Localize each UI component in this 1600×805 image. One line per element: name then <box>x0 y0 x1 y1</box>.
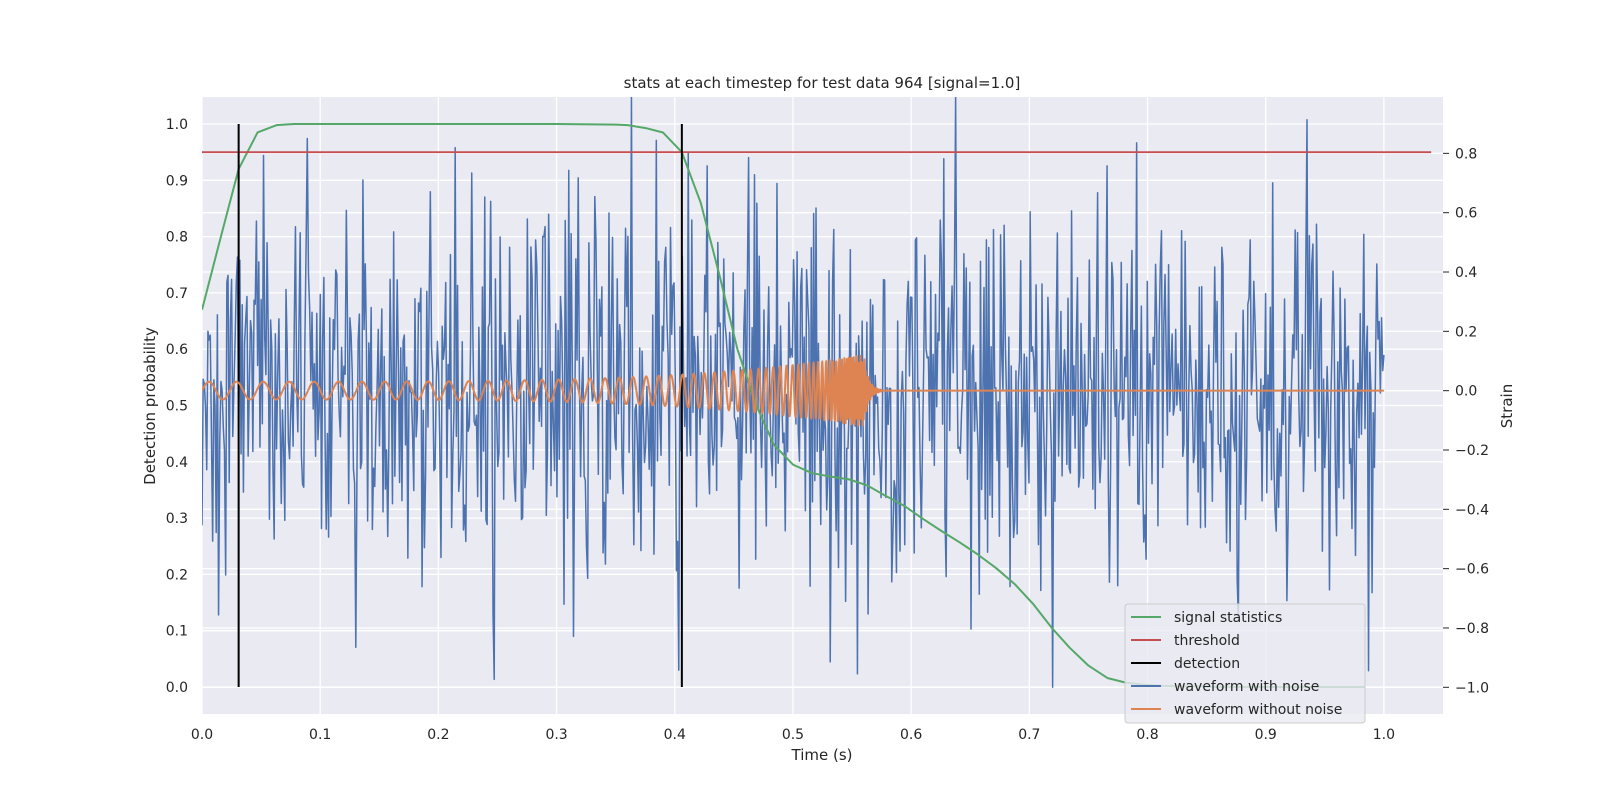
x-tick-label-6: 0.6 <box>900 727 922 743</box>
y-left-tick-label-3: 0.3 <box>166 511 188 527</box>
y-left-tick-label-9: 0.9 <box>166 173 188 189</box>
y-right-tick-label-4: −0.2 <box>1455 443 1489 459</box>
legend-label-waveform-without-noise: waveform without noise <box>1174 702 1342 718</box>
x-tick-label-10: 1.0 <box>1373 727 1395 743</box>
legend-label-signal-statistics: signal statistics <box>1174 610 1282 626</box>
y-left-tick-label-10: 1.0 <box>166 117 188 133</box>
y-right-tick-label-9: 0.8 <box>1455 146 1477 162</box>
legend-label-waveform-with-noise: waveform with noise <box>1174 679 1319 695</box>
x-axis-label: Time (s) <box>791 746 853 764</box>
x-tick-label-4: 0.4 <box>664 727 686 743</box>
series-line-waveform-without-noise <box>202 354 1385 427</box>
y-right-tick-label-3: −0.4 <box>1455 502 1489 518</box>
y-left-tick-label-6: 0.6 <box>166 342 188 358</box>
y-right-tick-label-1: −0.8 <box>1455 621 1489 637</box>
x-tick-label-1: 0.1 <box>309 727 331 743</box>
x-tick-label-3: 0.3 <box>545 727 567 743</box>
x-tick-label-8: 0.8 <box>1136 727 1158 743</box>
y-left-tick-label-7: 0.7 <box>166 286 188 302</box>
x-tick-label-9: 0.9 <box>1255 727 1277 743</box>
legend-label-threshold: threshold <box>1174 633 1240 649</box>
y-left-tick-label-5: 0.5 <box>166 399 188 415</box>
chart-title: stats at each timestep for test data 964… <box>624 74 1021 92</box>
legend-label-detection: detection <box>1174 656 1240 672</box>
y-right-tick-label-7: 0.4 <box>1455 265 1477 281</box>
y-left-tick-label-8: 0.8 <box>166 230 188 246</box>
y-left-tick-label-4: 0.4 <box>166 455 188 471</box>
y-right-tick-label-5: 0.0 <box>1455 384 1477 400</box>
y-left-tick-label-0: 0.0 <box>166 680 188 696</box>
y-right-tick-label-6: 0.2 <box>1455 324 1477 340</box>
legend-box <box>1124 603 1366 724</box>
y-left-tick-label-2: 0.2 <box>166 567 188 583</box>
y-right-tick-label-8: 0.6 <box>1455 206 1477 222</box>
y-left-tick-label-1: 0.1 <box>166 624 188 640</box>
y-right-tick-label-2: −0.6 <box>1455 562 1489 578</box>
x-tick-label-2: 0.2 <box>427 727 449 743</box>
y-axis-label-right: Strain <box>1498 384 1516 428</box>
y-axis-label-left: Detection probability <box>141 327 159 485</box>
legend: signal statistics threshold detection wa… <box>1124 603 1366 724</box>
series-line-waveform-with-noise <box>202 97 1385 689</box>
axis-ticks: 0.0 0.1 0.2 0.3 0.4 0.5 0.6 0.7 0.8 0.9 1.0 0.0 0.1 0… <box>166 117 1489 743</box>
x-tick-label-5: 0.5 <box>782 727 804 743</box>
y-right-tick-label-0: −1.0 <box>1455 680 1489 696</box>
x-tick-label-0: 0.0 <box>191 727 213 743</box>
x-tick-label-7: 0.7 <box>1018 727 1040 743</box>
